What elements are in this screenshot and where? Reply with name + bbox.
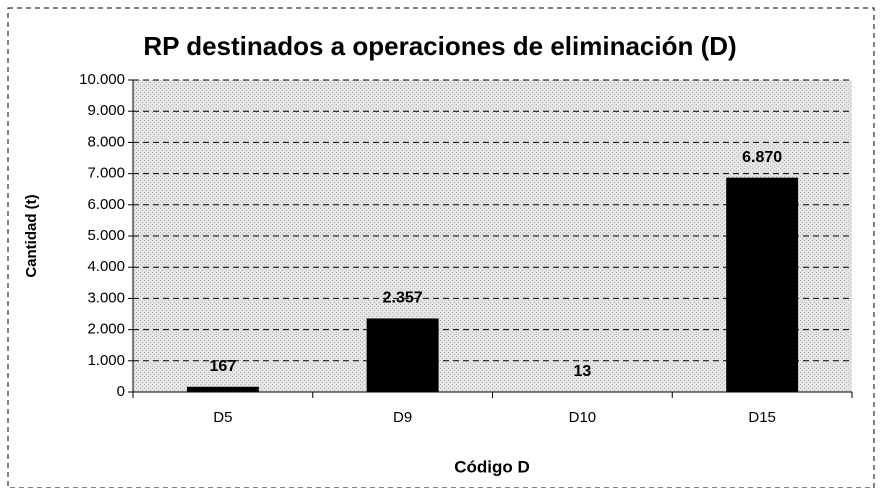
value-label: 6.870 (742, 149, 782, 166)
x-tick-label: D15 (748, 409, 776, 426)
y-tick-label: 10.000 (79, 71, 125, 88)
x-tick-label: D5 (213, 409, 232, 426)
bar (186, 386, 259, 392)
x-tick-label: D10 (569, 409, 597, 426)
y-axis-label: Cantidad (t) (23, 194, 40, 277)
y-tick-label: 7.000 (87, 165, 125, 182)
y-tick-label: 6.000 (87, 196, 125, 213)
y-tick-label: 3.000 (87, 289, 125, 306)
y-tick-label: 4.000 (87, 258, 125, 275)
value-label: 2.357 (383, 290, 423, 307)
value-label: 13 (573, 363, 591, 380)
y-tick-label: 8.000 (87, 133, 125, 150)
chart-border (7, 7, 875, 488)
x-tick-label: D9 (393, 409, 412, 426)
y-tick-label: 0 (117, 383, 125, 400)
bar (726, 177, 799, 392)
bar (366, 318, 439, 392)
y-tick-label: 2.000 (87, 321, 125, 338)
value-label: 167 (210, 358, 237, 375)
chart-title: RP destinados a operaciones de eliminaci… (143, 31, 736, 61)
y-tick-label: 1.000 (87, 352, 125, 369)
y-tick-label: 9.000 (87, 102, 125, 119)
y-tick-label: 5.000 (87, 227, 125, 244)
x-axis-label: Código D (454, 457, 530, 476)
